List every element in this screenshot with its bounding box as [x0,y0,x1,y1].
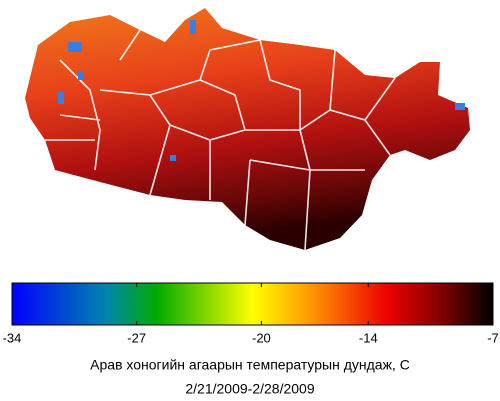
caption-dates: 2/21/2009-2/28/2009 [185,381,314,397]
country-map [25,8,470,251]
caption-title: Арав хоногийн агаарын температурын дунда… [90,357,410,373]
tick-label: -20 [252,330,271,345]
colorbar [11,282,494,326]
province-borders [45,29,396,251]
tick-label: -7 [487,330,499,345]
tick-label: -14 [359,330,378,345]
tick-label: -34 [3,330,22,345]
mongolia-shape [25,8,470,250]
lakes [58,20,465,161]
tick-label: -27 [127,330,146,345]
colorbar-ticks: -34 -27 -20 -14 -7 [3,283,499,345]
